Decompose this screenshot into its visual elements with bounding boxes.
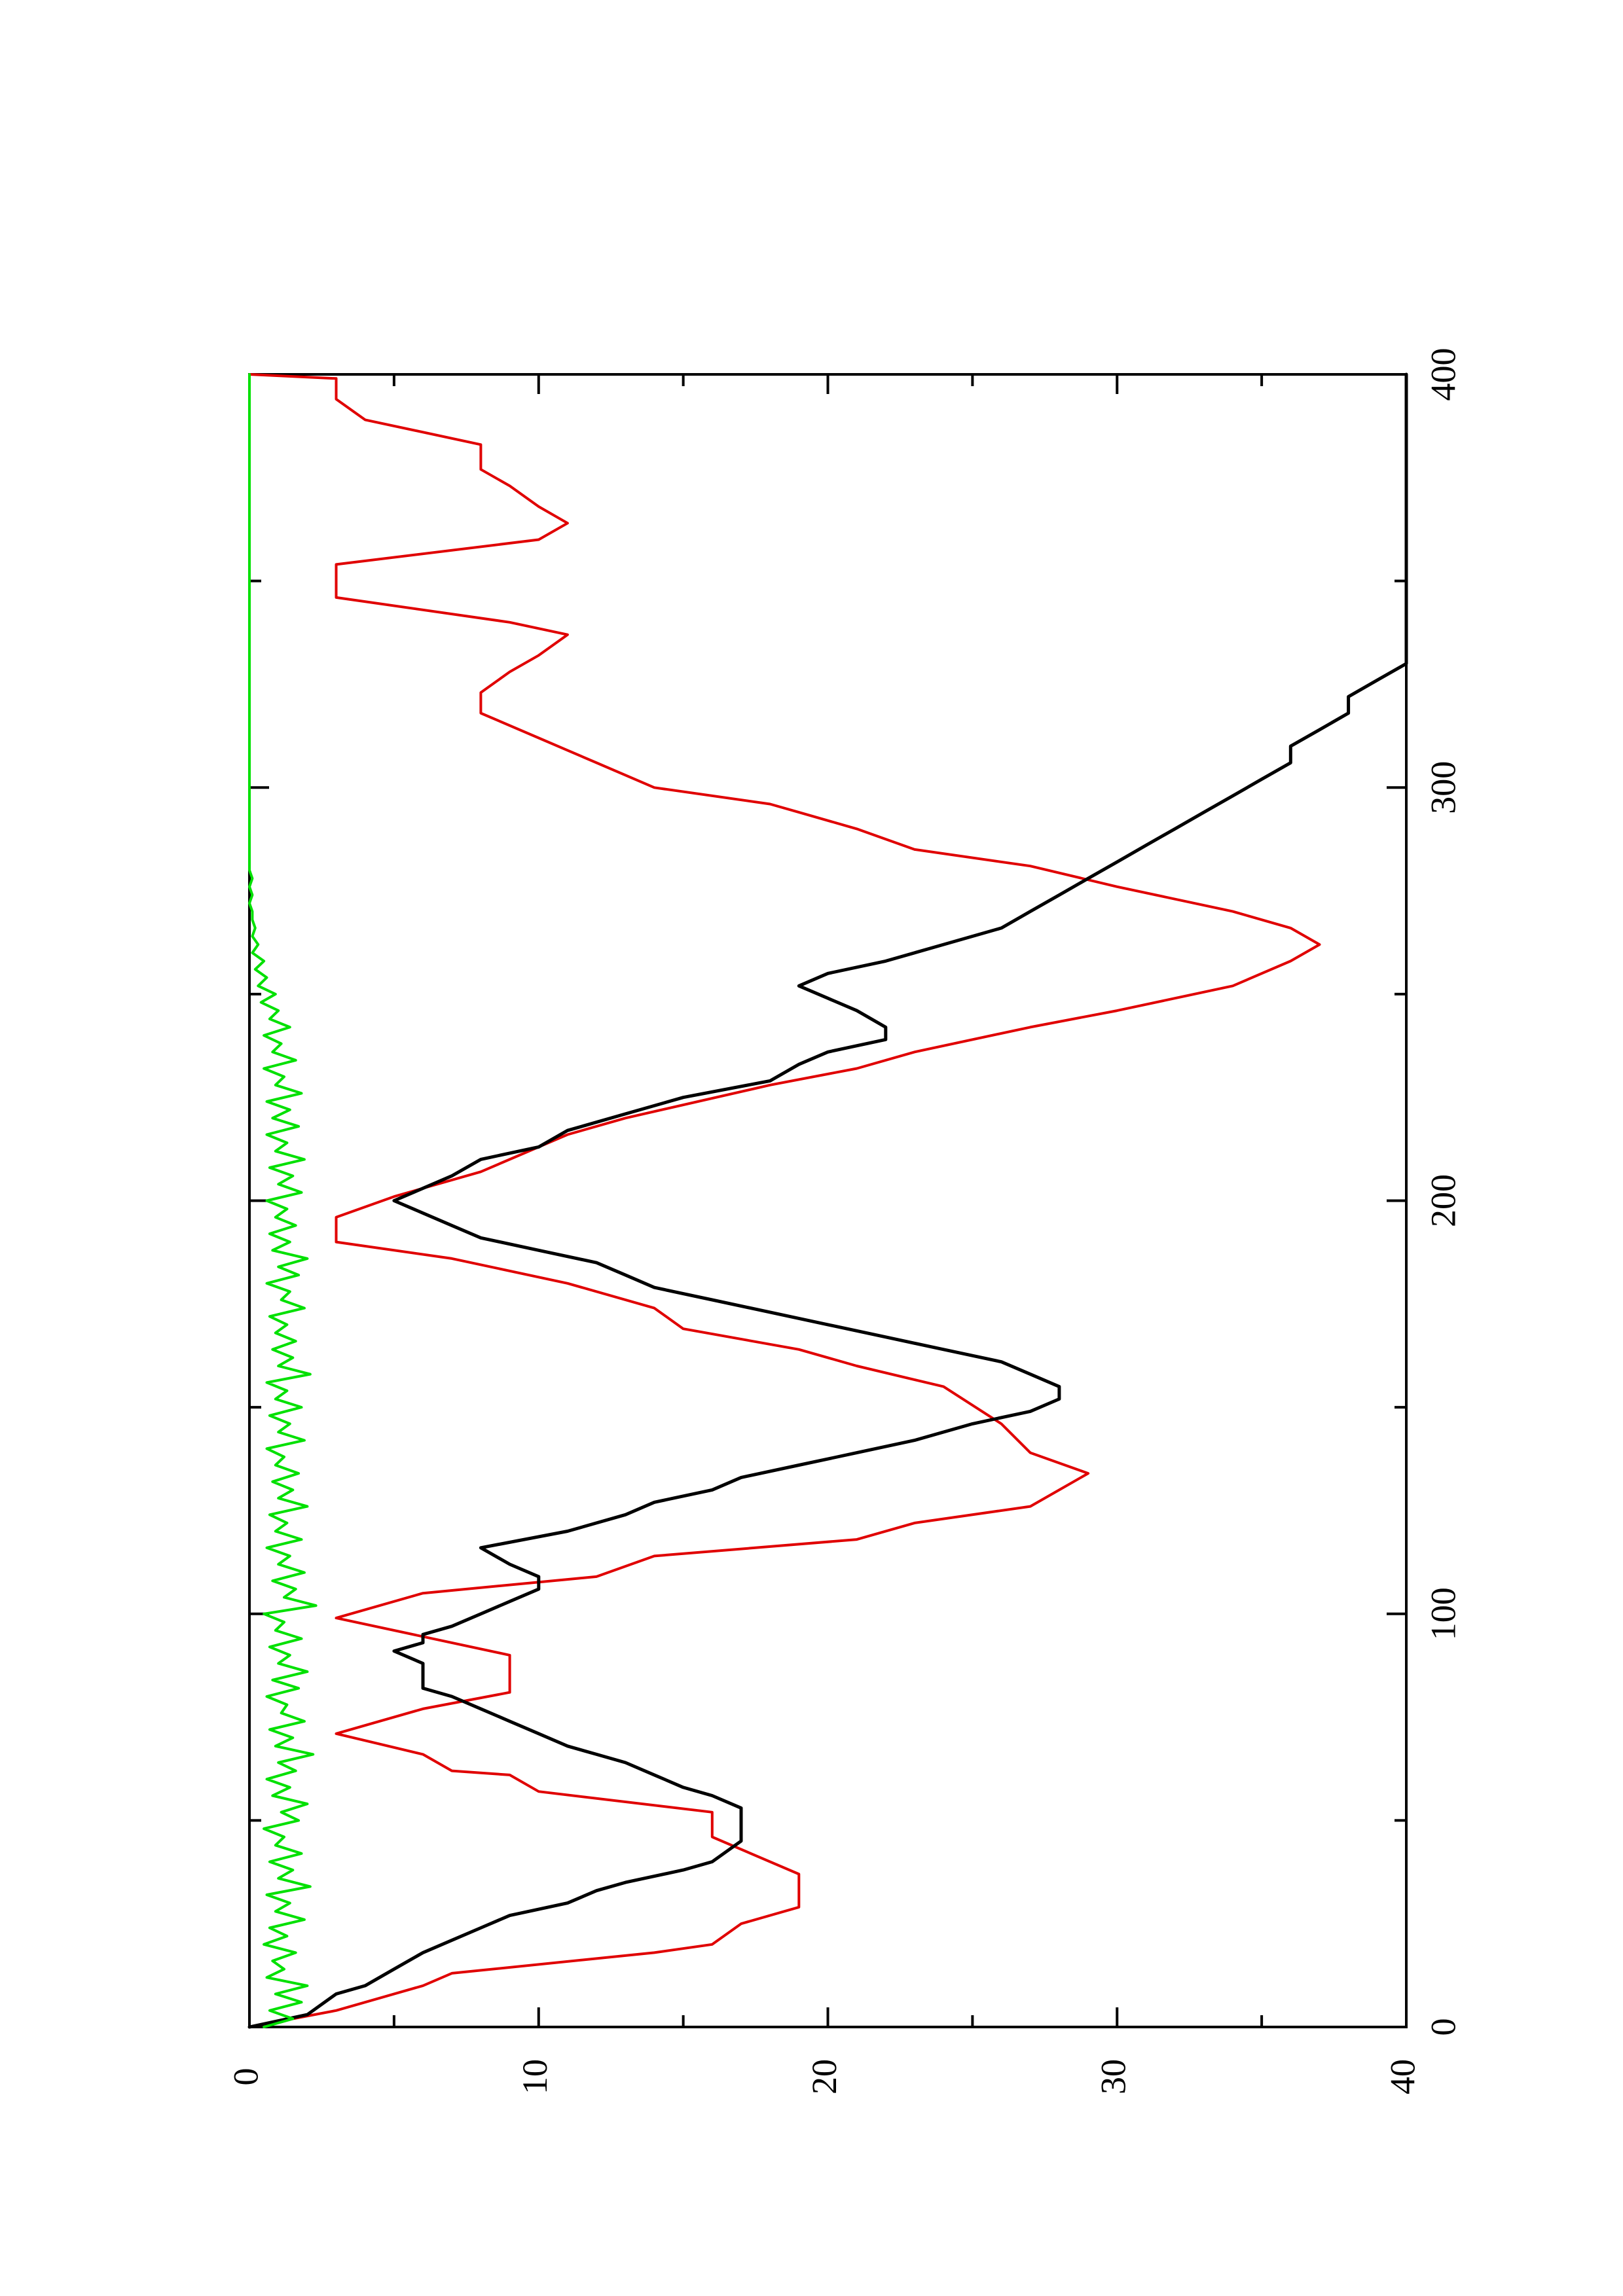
series-line-2 — [247, 372, 1408, 2029]
y-tick-label: 40 — [1383, 2059, 1422, 2094]
y-tick-label: 0 — [226, 2068, 265, 2086]
y-tick-label: 10 — [515, 2059, 555, 2094]
plot-frame — [248, 373, 1408, 2028]
series-layer — [247, 372, 1408, 2029]
tick-labels: 0 100 200 300 400 0 10 20 30 40 — [226, 348, 1463, 2095]
x-tick-label: 400 — [1423, 348, 1463, 401]
x-tick-label: 100 — [1423, 1587, 1463, 1640]
tick-marks — [248, 373, 1408, 2028]
series-line-3 — [248, 373, 318, 2028]
x-tick-label: 300 — [1423, 761, 1463, 814]
y-tick-label: 20 — [805, 2059, 844, 2094]
y-tick-label: 30 — [1094, 2059, 1133, 2094]
x-tick-label: 200 — [1423, 1174, 1463, 1227]
x-tick-label: 0 — [1423, 2018, 1463, 2036]
series-line-1 — [248, 373, 1321, 2028]
